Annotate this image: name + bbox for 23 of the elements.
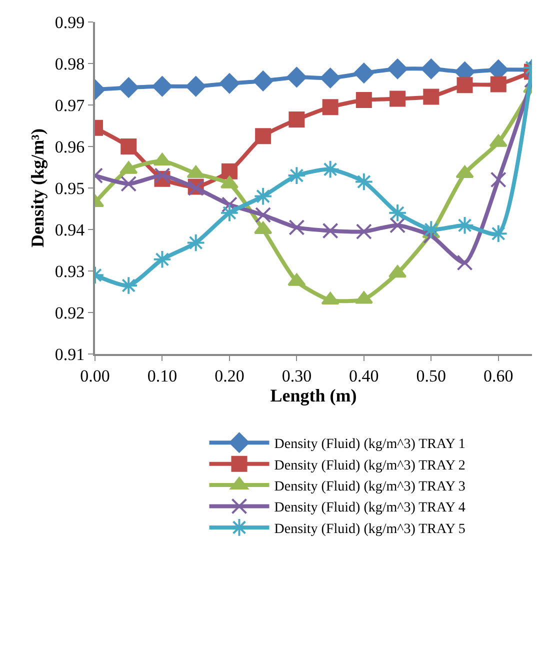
x-tick-label: 0.40 [349,366,379,386]
y-tick-label: 0.95 [54,178,85,198]
x-tick-label: 0.00 [80,366,110,386]
legend-label: Density (Fluid) (kg/m^3) TRAY 5 [274,522,466,537]
legend-label: Density (Fluid) (kg/m^3) TRAY 2 [274,458,466,474]
x-tick-label: 0.20 [214,366,244,386]
legend-label: Density (Fluid) (kg/m^3) TRAY 1 [274,437,466,452]
y-tick-label: 0.99 [54,12,85,32]
y-tick-label: 0.98 [54,54,85,74]
x-tick-label: 0.50 [416,366,446,386]
x-tick-label: 0.30 [282,366,312,386]
y-tick-label: 0.91 [54,344,85,364]
x-tick-label: 0.10 [147,366,178,386]
y-tick-label: 0.94 [54,220,86,240]
y-tick-label: 0.97 [54,96,86,115]
y-axis-title: Density (kg/m³) [28,128,48,248]
legend-label: Density (Fluid) (kg/m^3) TRAY 3 [274,480,466,494]
legend-label: Density (Fluid) (kg/m^3) TRAY 4 [274,500,466,516]
x-axis-title: Length (m) [270,385,357,406]
x-tick-label: 0.60 [484,366,514,386]
y-tick-label: 0.96 [54,137,85,156]
y-tick-label: 0.93 [54,262,85,281]
y-tick-label: 0.92 [54,303,85,322]
